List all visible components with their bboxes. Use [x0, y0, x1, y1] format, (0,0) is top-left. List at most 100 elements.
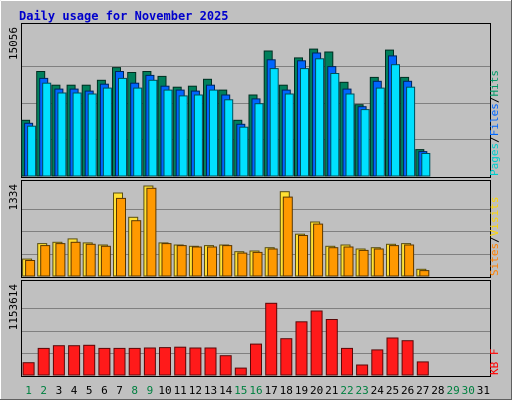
bar-kb-f-day-10 [159, 347, 171, 376]
bar-pages-day-20 [315, 58, 325, 177]
bar-pages-day-15 [239, 126, 249, 177]
x-tick-label-day-30: 30 [462, 384, 475, 397]
x-tick-label-day-25: 25 [386, 384, 399, 397]
bar-sites-day-19 [298, 235, 308, 277]
panel-max-label: 1334 [7, 184, 20, 211]
bar-sites-day-9 [146, 187, 157, 277]
x-tick-label-day-13: 13 [204, 384, 217, 397]
x-tick-label-day-2: 2 [40, 384, 47, 397]
legend-part: / [488, 236, 501, 243]
x-tick-label-day-3: 3 [56, 384, 63, 397]
bar-kb-f-day-4 [68, 345, 81, 376]
bar-pages-day-3 [57, 92, 67, 177]
legend-part: F [488, 349, 501, 356]
bar-kb-f-day-7 [113, 347, 126, 376]
panel-legend-text: KB F [488, 349, 501, 376]
x-tick-label-day-12: 12 [189, 384, 202, 397]
legend-part: KB [488, 361, 501, 375]
bar-kb-f-day-6 [98, 347, 111, 376]
bar-pages-day-22 [345, 93, 355, 177]
x-tick-label-day-1: 1 [25, 384, 32, 397]
bar-kb-f-day-12 [189, 347, 202, 376]
chart-title: Daily usage for November 2025 [19, 9, 229, 23]
bar-sites-day-24 [373, 248, 384, 277]
x-tick-label-day-18: 18 [280, 384, 293, 397]
bar-pages-day-8 [133, 87, 143, 177]
x-tick-label-day-19: 19 [295, 384, 308, 397]
x-tick-label-day-14: 14 [219, 384, 233, 397]
legend-part [488, 355, 501, 362]
bar-kb-f-day-15 [234, 367, 247, 376]
panel-visits-sites: 1334 Sites/Visits [7, 180, 501, 278]
bar-pages-day-5 [87, 93, 97, 177]
bar-sites-day-6 [100, 245, 111, 277]
legend-part: / [488, 136, 501, 143]
bar-kb-f-day-21 [325, 319, 338, 376]
panel-legend-text: Pages/Files/Hits [488, 70, 501, 176]
x-tick-label-day-11: 11 [174, 384, 187, 397]
bar-sites-day-27 [419, 270, 430, 277]
x-tick-label-day-7: 7 [116, 384, 123, 397]
bar-pages-day-26 [406, 86, 416, 177]
bar-kb-f-day-11 [174, 346, 187, 376]
bar-sites-day-20 [313, 223, 324, 277]
bar-kb-f-day-22 [341, 347, 353, 376]
x-tick-label-day-4: 4 [71, 384, 78, 397]
bar-sites-day-15 [237, 252, 248, 277]
legend-part: Files [488, 103, 501, 136]
bar-kb-f-day-23 [356, 364, 369, 376]
bar-pages-day-18 [284, 93, 294, 177]
x-tick-label-day-20: 20 [310, 384, 323, 397]
bar-pages-day-7 [118, 77, 127, 177]
bar-sites-day-5 [85, 243, 96, 277]
bar-pages-day-9 [148, 79, 158, 177]
bar-kb-f-day-13 [204, 347, 217, 376]
bar-pages-day-21 [330, 73, 340, 177]
bar-kb-f-day-18 [280, 338, 293, 376]
x-tick-label-day-26: 26 [401, 384, 414, 397]
bar-sites-day-25 [389, 245, 399, 277]
bar-sites-day-22 [343, 246, 354, 277]
bar-sites-day-21 [328, 247, 339, 277]
bar-kb-f-day-24 [371, 349, 384, 376]
bar-sites-day-2 [40, 245, 51, 277]
bar-pages-day-27 [421, 153, 431, 177]
bar-pages-day-25 [391, 64, 400, 177]
legend-part: Sites [488, 243, 501, 276]
bar-sites-day-10 [161, 243, 172, 277]
bar-kb-f-day-3 [52, 345, 65, 376]
x-tick-label-day-8: 8 [131, 384, 138, 397]
bar-kb-f-day-5 [83, 344, 96, 376]
bar-pages-day-24 [375, 87, 385, 177]
bar-sites-day-14 [222, 245, 233, 277]
bar-sites-day-17 [267, 248, 278, 277]
bar-pages-day-13 [209, 89, 218, 177]
bar-sites-day-13 [207, 246, 217, 277]
x-tick-label-day-6: 6 [101, 384, 108, 397]
bar-pages-day-4 [72, 92, 82, 177]
bar-pages-day-16 [254, 103, 264, 177]
bar-pages-day-6 [102, 87, 112, 177]
bar-sites-day-18 [282, 196, 293, 277]
bar-kb-f-day-16 [250, 343, 262, 376]
bar-kb-f-day-9 [143, 347, 156, 376]
x-tick-label-day-5: 5 [86, 384, 93, 397]
bar-pages-day-23 [360, 109, 370, 177]
x-tick-label-day-9: 9 [147, 384, 154, 397]
bar-kb-f-day-8 [128, 347, 141, 376]
legend-part: Visits [488, 197, 501, 237]
x-tick-label-day-23: 23 [355, 384, 368, 397]
bar-sites-day-1 [25, 260, 36, 277]
x-tick-label-day-16: 16 [249, 384, 262, 397]
bar-sites-day-3 [55, 243, 66, 277]
x-tick-label-day-17: 17 [265, 384, 278, 397]
bar-kb-f-day-26 [401, 340, 414, 376]
legend-part: Hits [488, 70, 501, 97]
bar-sites-day-7 [116, 197, 126, 277]
bar-pages-day-19 [300, 68, 309, 177]
bar-pages-day-1 [27, 125, 37, 177]
bar-pages-day-11 [178, 95, 188, 177]
